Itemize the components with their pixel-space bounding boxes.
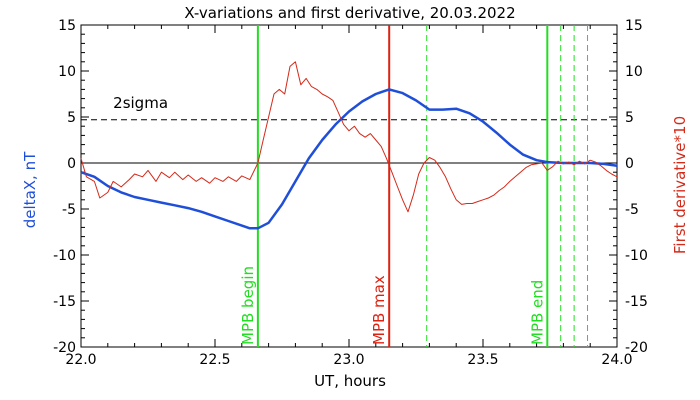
y-axis-label-left: deltaX, nT: [21, 151, 39, 228]
marker-label-mpb-max: MPB max: [370, 275, 388, 345]
series-derivative-line: [80, 61, 618, 213]
y-tick-label-left: 10: [58, 64, 76, 80]
x-tick-label: 23.5: [467, 352, 498, 368]
y-tick-label-left: 0: [67, 156, 76, 172]
plot-area: 2sigma 22.0 22.5 23.0 23.5 24.0 15 10 5 0 -5 -10 -15…: [53, 18, 648, 368]
y-tick-label-right: -5: [625, 202, 639, 218]
x-axis-label: UT, hours: [314, 372, 386, 390]
y-tick-label-left: 15: [58, 18, 76, 34]
sigma-label: 2sigma: [113, 94, 168, 112]
y-tick-label-right: -20: [625, 340, 648, 356]
series-deltax-line: [80, 88, 618, 230]
x-tick-label: 22.0: [65, 352, 96, 368]
y-tick-label-right: 0: [625, 156, 634, 172]
y-tick-label-right: -10: [625, 248, 648, 264]
y-tick-label-right: 10: [625, 64, 643, 80]
y-tick-label-right: 15: [625, 18, 643, 34]
y-tick-label-left: 5: [67, 110, 76, 126]
x-tick-label: 22.5: [199, 352, 230, 368]
x-tick-label: 24.0: [601, 352, 632, 368]
y-tick-label-right: 5: [625, 110, 634, 126]
y-tick-label-left: -20: [53, 340, 76, 356]
y-tick-label-right: -15: [625, 294, 648, 310]
y-tick-label-left: -5: [62, 202, 76, 218]
x-tick-label: 23.0: [333, 352, 364, 368]
y-axis-label-right: First derivative*10: [671, 116, 689, 254]
chart-title: X-variations and first derivative, 20.03…: [184, 4, 515, 22]
marker-label-mpb-begin: MPB begin: [239, 266, 257, 345]
marker-label-mpb-end: MPB end: [528, 280, 546, 345]
y-tick-label-left: -15: [53, 294, 76, 310]
y-tick-label-left: -10: [53, 248, 76, 264]
